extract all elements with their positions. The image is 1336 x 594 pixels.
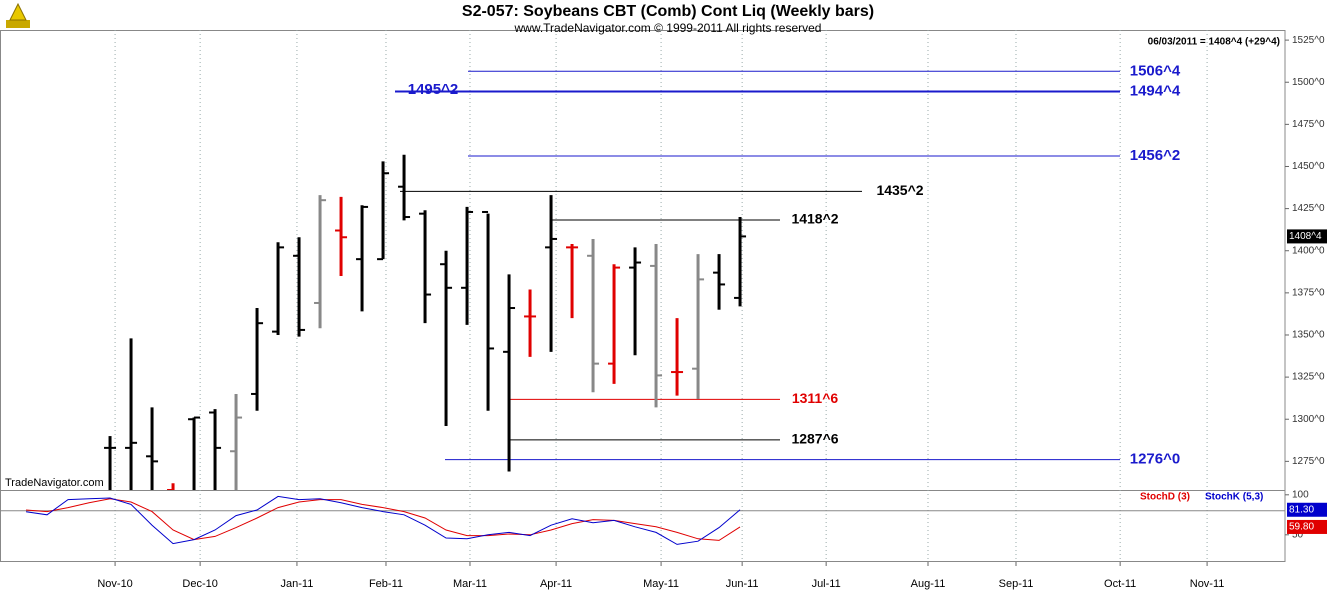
level-label: 1506^4	[1130, 62, 1181, 79]
x-tick-label: May-11	[643, 578, 679, 590]
y-tick-label: 1475^0	[1292, 119, 1325, 130]
y-tick-label: 1500^0	[1292, 77, 1325, 88]
indicator-line	[26, 498, 741, 541]
y-tick-label: 1400^0	[1292, 245, 1325, 256]
ohlc-bar	[692, 254, 705, 400]
level-label: 1418^2	[791, 211, 838, 227]
watermark: TradeNavigator.com	[5, 477, 104, 489]
price-panel: 1506^4 1494^4 1456^2 1435^2 1418^2 1311^6 1287…	[104, 62, 1181, 490]
ohlc-bar	[293, 237, 306, 337]
y-tick-label: 50	[1292, 529, 1304, 540]
ohlc-bar	[272, 242, 285, 335]
indicator-last-box	[1287, 519, 1327, 534]
ohlc-bar	[608, 264, 621, 384]
x-tick-label: Aug-11	[911, 578, 946, 590]
indicator-last-box	[1287, 502, 1327, 517]
ohlc-bar	[314, 195, 327, 329]
level-label: 1435^2	[876, 182, 923, 198]
ohlc-bar	[440, 250, 453, 426]
y-tick-label: 1450^0	[1292, 161, 1325, 172]
y-tick-label: 1425^0	[1292, 203, 1325, 214]
chart-subtitle: www.TradeNavigator.com © 1999-2011 All r…	[514, 21, 822, 35]
ohlc-bar	[209, 409, 222, 490]
y-tick-label: 100	[1292, 489, 1309, 500]
ohlc-bar	[671, 318, 684, 396]
indicator-last-label: 59.80	[1289, 522, 1314, 533]
ohlc-bar	[335, 196, 348, 277]
x-tick-label: Dec-10	[182, 578, 217, 590]
ohlc-bar	[503, 274, 516, 472]
ohlc-bar	[419, 210, 432, 324]
logo	[6, 2, 30, 28]
ohlc-bar	[188, 416, 201, 490]
ohlc-bar	[650, 243, 663, 408]
x-tick-label: Mar-11	[453, 578, 487, 590]
ohlc-bar	[251, 308, 264, 411]
ohlc-bar	[377, 161, 390, 261]
legend-entry: StochK (5,3)	[1205, 492, 1263, 503]
y-tick-label: 1275^0	[1292, 456, 1325, 467]
ohlc-bar	[104, 436, 117, 490]
x-tick-label: Sep-11	[999, 578, 1034, 590]
ohlc-bar	[482, 210, 495, 411]
ohlc-bar	[713, 254, 726, 310]
ohlc-bar	[167, 483, 175, 490]
level-label: 1276^0	[1130, 451, 1180, 468]
level-label: 1456^2	[1130, 147, 1180, 164]
legend-entry: StochD (3)	[1140, 492, 1190, 503]
indicator-line	[25, 495, 741, 545]
y-tick-label: 1525^0	[1292, 35, 1325, 46]
ohlc-bar	[461, 206, 474, 325]
ohlc-bar	[734, 217, 747, 307]
plot-border	[0, 30, 1286, 562]
x-tick-label: Feb-11	[369, 578, 403, 590]
x-tick-label: Jun-11	[726, 578, 759, 590]
indicator-last-label: 81.30	[1289, 504, 1314, 515]
last-price-box	[1287, 229, 1327, 244]
ohlc-bar	[545, 195, 558, 352]
y-tick-label: 1325^0	[1292, 372, 1325, 383]
header-note: 06/03/2011 = 1408^4 (+29^4)	[1148, 37, 1280, 48]
x-tick-label: Nov-11	[1190, 578, 1225, 590]
ohlc-bar	[125, 338, 138, 490]
level-label: 1311^6	[792, 390, 839, 406]
x-tick-label: Jul-11	[812, 578, 841, 590]
y-tick-label: 1300^0	[1292, 414, 1325, 425]
level-label: 1494^4	[1130, 82, 1181, 99]
x-tick-label: Apr-11	[540, 578, 572, 590]
last-price-label: 1408^4	[1289, 231, 1322, 242]
x-tick-label: Oct-11	[1104, 578, 1136, 590]
y-tick-label: 1350^0	[1292, 330, 1325, 341]
ohlc-bar	[398, 154, 411, 221]
y-tick-label: 1375^0	[1292, 287, 1325, 298]
ohlc-bar	[356, 205, 369, 312]
x-tick-label: Nov-10	[97, 578, 132, 590]
ohlc-bar	[524, 289, 537, 357]
level-label: 1287^6	[791, 431, 838, 447]
level-note: 1495^2	[408, 81, 458, 98]
x-tick-label: Jan-11	[281, 578, 314, 590]
ohlc-bar	[566, 243, 579, 319]
ohlc-bar	[146, 407, 159, 490]
chart-title: S2-057: Soybeans CBT (Comb) Cont Liq (We…	[462, 3, 874, 20]
ohlc-bar	[587, 238, 600, 393]
ohlc-bar	[629, 247, 642, 356]
ohlc-bar	[230, 393, 243, 490]
